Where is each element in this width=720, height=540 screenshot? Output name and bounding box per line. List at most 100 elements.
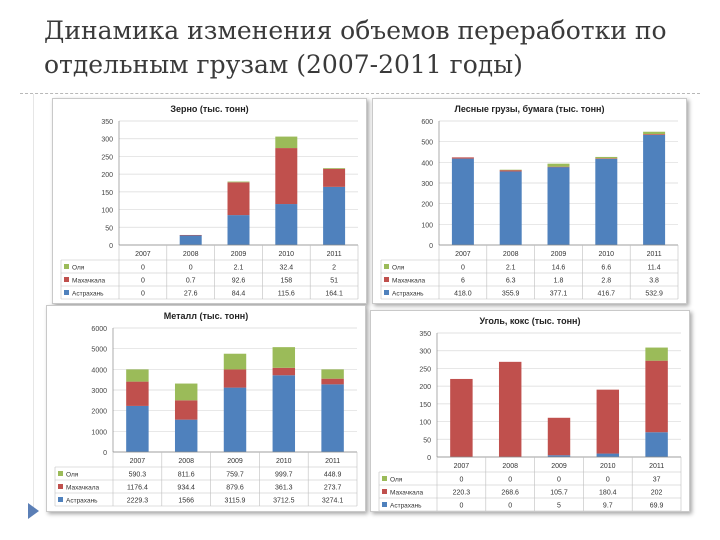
x-tick-label: 2009: [227, 458, 243, 465]
data-label: 2.1: [506, 265, 516, 272]
y-tick-label: 0: [427, 455, 431, 462]
data-label: 0.7: [186, 278, 196, 285]
data-label: 51: [330, 278, 338, 285]
y-tick-label: 50: [105, 225, 113, 232]
x-tick-label: 2007: [454, 463, 470, 470]
legend-label: Махачкала: [390, 490, 424, 497]
y-tick-label: 100: [101, 208, 113, 215]
bar-segment: [174, 419, 198, 452]
data-label: 158: [280, 278, 292, 285]
x-tick-label: 2011: [325, 458, 340, 465]
bar-segment: [547, 166, 570, 168]
legend-key: [64, 277, 69, 282]
data-label: 0: [557, 477, 561, 484]
bar-segment: [223, 369, 247, 388]
data-label: 180.4: [599, 490, 617, 497]
bar-segment: [227, 181, 250, 183]
data-label: 0: [189, 265, 193, 272]
slide-arrow-icon: [28, 503, 39, 519]
data-label: 999.7: [275, 472, 293, 479]
data-label: 2.1: [234, 265, 244, 272]
legend-label: Астрахань: [72, 291, 104, 298]
legend-label: Махачкала: [392, 278, 426, 285]
bar-segment: [547, 167, 570, 245]
x-tick-label: 2008: [178, 458, 194, 465]
bar-segment: [595, 158, 618, 159]
x-tick-label: 2010: [600, 463, 616, 470]
bar-segment: [499, 170, 522, 172]
data-label: 879.6: [226, 485, 244, 492]
y-tick-label: 0: [103, 450, 107, 457]
data-label: 273.7: [324, 485, 342, 492]
chart-svg: Лесные грузы, бумага (тыс. тонн) 0 100 200 3…: [380, 104, 679, 300]
bar-segment: [595, 158, 618, 245]
legend-label: Астрахань: [390, 503, 422, 510]
y-tick-label: 100: [419, 420, 431, 427]
bar-segment: [323, 168, 346, 187]
data-label: 14.6: [552, 265, 566, 272]
data-label: 759.7: [226, 472, 244, 479]
bar-segment: [321, 378, 344, 385]
data-label: 0: [459, 503, 463, 510]
bar-segment: [450, 378, 473, 457]
legend-label: Махачкала: [66, 485, 100, 492]
bar-segment: [179, 235, 202, 245]
bar-segment: [174, 383, 198, 401]
y-tick-label: 100: [421, 222, 433, 229]
data-label: 377.1: [550, 291, 568, 298]
y-tick-label: 300: [419, 349, 431, 356]
y-tick-label: 2000: [91, 409, 107, 416]
y-tick-label: 400: [421, 160, 433, 167]
bar-segment: [323, 168, 346, 169]
legend-key: [384, 277, 389, 282]
data-label: 1.8: [554, 278, 564, 285]
y-tick-label: 600: [421, 119, 433, 126]
bar-segment: [126, 405, 149, 452]
data-label: 9.7: [603, 503, 613, 510]
x-tick-label: 2008: [502, 463, 518, 470]
bar-segment: [321, 369, 344, 379]
data-label: 6.3: [506, 278, 516, 285]
y-tick-label: 200: [419, 384, 431, 391]
bar-segment: [547, 163, 570, 167]
chart-panel-coal: Уголь, кокс (тыс. тонн) 0 50 100 150 200 250 30…: [370, 310, 690, 512]
data-label: 37: [653, 477, 661, 484]
data-label: 220.3: [453, 490, 471, 497]
y-tick-label: 4000: [91, 367, 107, 374]
data-label: 418.0: [454, 291, 472, 298]
chart-panel-timber: Лесные грузы, бумага (тыс. тонн) 0 100 200 3…: [372, 98, 687, 304]
x-tick-label: 2009: [551, 251, 567, 258]
legend-key: [382, 502, 387, 507]
x-tick-label: 2007: [135, 251, 151, 258]
data-label: 3.8: [649, 278, 659, 285]
data-label: 202: [651, 490, 663, 497]
data-label: 0: [508, 503, 512, 510]
legend-label: Оля: [72, 265, 85, 272]
bar-segment: [179, 234, 202, 236]
data-label: 532.9: [645, 291, 663, 298]
chart-panel-grain: Зерно (тыс. тонн) 0 50 100 150 200 250 300 350 20…: [52, 98, 367, 304]
data-label: 2229.3: [127, 498, 149, 505]
chart-title: Лесные грузы, бумага (тыс. тонн): [455, 104, 605, 114]
y-tick-label: 200: [101, 172, 113, 179]
data-label: 416.7: [598, 291, 616, 298]
x-tick-label: 2007: [455, 251, 471, 258]
x-tick-label: 2009: [551, 463, 567, 470]
chart-svg: Зерно (тыс. тонн)05010015020025030035020…: [60, 104, 359, 300]
y-tick-label: 350: [419, 331, 431, 338]
bar-segment: [645, 347, 668, 361]
bar-segment: [595, 156, 618, 159]
bar-segment: [323, 186, 346, 245]
bar-segment: [227, 182, 250, 216]
data-label: 5: [557, 503, 561, 510]
legend-label: Астрахань: [66, 498, 98, 505]
y-tick-label: 50: [423, 437, 431, 444]
data-label: 32.4: [279, 265, 293, 272]
legend-key: [58, 484, 63, 489]
chart-title: Зерно (тыс. тонн): [170, 104, 248, 114]
bar-segment: [596, 453, 620, 457]
data-label: 3712.5: [273, 498, 295, 505]
data-label: 69.9: [650, 503, 664, 510]
data-label: 355.9: [502, 291, 520, 298]
bar-segment: [645, 360, 668, 433]
